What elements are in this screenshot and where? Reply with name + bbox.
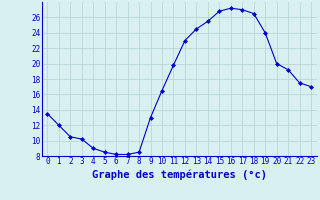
- X-axis label: Graphe des températures (°c): Graphe des températures (°c): [92, 169, 267, 180]
